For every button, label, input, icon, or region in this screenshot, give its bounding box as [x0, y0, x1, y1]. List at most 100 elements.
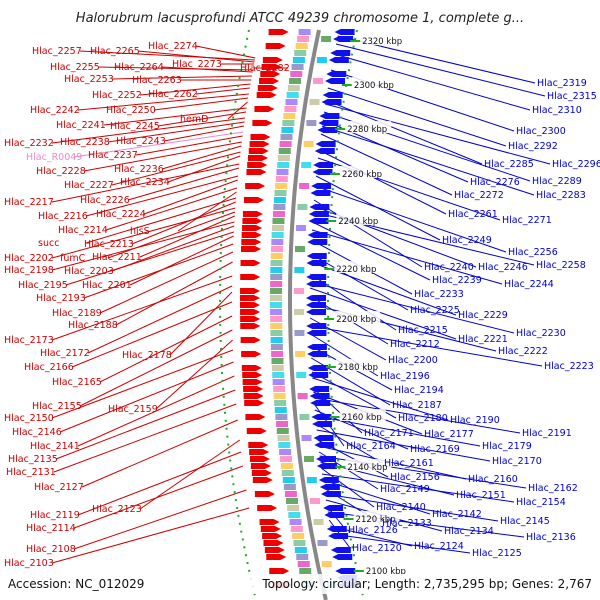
gene-label-right[interactable]: Hlac_2164 — [346, 441, 396, 452]
gene-label-right[interactable]: Hlac_2149 — [380, 484, 430, 495]
gene-label-left[interactable]: Hlac_2265 — [90, 46, 140, 57]
gene-label-right[interactable]: Hlac_2283 — [536, 190, 586, 201]
gene-label-right[interactable]: Hlac_2223 — [544, 361, 594, 372]
gene-label-right[interactable]: Hlac_2300 — [516, 126, 566, 137]
gene-label-right[interactable]: Hlac_2230 — [516, 328, 566, 339]
gene-label-left[interactable]: Hlac_2282 — [240, 63, 290, 74]
gene-label-right[interactable]: Hlac_2190 — [450, 415, 500, 426]
gene-label-left[interactable]: Hlac_2213 — [84, 239, 134, 250]
gene-label-left[interactable]: Hlac_2232 — [4, 138, 54, 149]
gene-label-right[interactable]: Hlac_2292 — [508, 141, 558, 152]
gene-label-right[interactable]: Hlac_2133 — [382, 518, 432, 529]
gene-label-right[interactable]: Hlac_2221 — [458, 334, 508, 345]
gene-label-left[interactable]: Hlac_2114 — [26, 523, 76, 534]
gene-label-left[interactable]: Hlac_2172 — [40, 348, 90, 359]
gene-label-left[interactable]: Hlac_2108 — [26, 544, 76, 555]
gene-label-right[interactable]: Hlac_2315 — [547, 91, 597, 102]
gene-label-left[interactable]: Hlac_R0049 — [26, 152, 82, 163]
gene-label-right[interactable]: Hlac_2179 — [482, 441, 532, 452]
gene-label-right[interactable]: Hlac_2171 — [364, 428, 414, 439]
gene-label-left[interactable]: Hlac_2216 — [38, 211, 88, 222]
gene-label-right[interactable]: Hlac_2134 — [444, 526, 494, 537]
gene-label-left[interactable]: Hlac_2188 — [68, 320, 118, 331]
gene-label-right[interactable]: Hlac_2170 — [492, 456, 542, 467]
gene-label-left[interactable]: Hlac_2203 — [64, 266, 114, 277]
gene-label-left[interactable]: Hlac_2257 — [32, 46, 82, 57]
gene-label-right[interactable]: Hlac_2196 — [380, 371, 430, 382]
gene-label-left[interactable]: Hlac_2135 — [8, 454, 58, 465]
gene-label-right[interactable]: Hlac_2169 — [410, 444, 460, 455]
gene-label-left[interactable]: Hlac_2263 — [132, 75, 182, 86]
gene-label-left[interactable]: Hlac_2227 — [64, 180, 114, 191]
gene-label-left[interactable]: Hlac_2245 — [110, 121, 160, 132]
gene-label-right[interactable]: Hlac_2249 — [442, 235, 492, 246]
gene-label-left[interactable]: Hlac_2150 — [4, 413, 54, 424]
gene-label-left[interactable]: Hlac_2255 — [50, 62, 100, 73]
gene-label-left[interactable]: Hlac_2189 — [52, 308, 102, 319]
gene-label-right[interactable]: Hlac_2145 — [500, 516, 550, 527]
gene-label-left[interactable]: Hlac_2250 — [106, 105, 156, 116]
gene-label-left[interactable]: Hlac_2119 — [30, 510, 80, 521]
gene-label-left[interactable]: Hlac_2146 — [12, 427, 62, 438]
gene-label-left[interactable]: Hlac_2198 — [4, 265, 54, 276]
gene-label-right[interactable]: Hlac_2191 — [522, 428, 572, 439]
gene-label-right[interactable]: Hlac_2239 — [432, 275, 482, 286]
gene-label-left[interactable]: Hlac_2243 — [116, 136, 166, 147]
gene-label-right[interactable]: Hlac_2161 — [384, 458, 434, 469]
gene-label-left[interactable]: Hlac_2173 — [4, 335, 54, 346]
gene-label-right[interactable]: Hlac_2296 — [552, 159, 600, 170]
gene-label-right[interactable]: Hlac_2285 — [484, 159, 534, 170]
gene-label-right[interactable]: Hlac_2151 — [456, 490, 506, 501]
gene-label-left[interactable]: Hlac_2178 — [122, 350, 172, 361]
gene-label-right[interactable]: Hlac_2244 — [504, 279, 554, 290]
gene-label-left[interactable]: Hlac_2238 — [60, 137, 110, 148]
gene-label-left[interactable]: Hlac_2123 — [92, 504, 142, 515]
gene-label-right[interactable]: Hlac_2310 — [532, 105, 582, 116]
gene-label-left[interactable]: Hlac_2242 — [30, 105, 80, 116]
gene-label-right[interactable]: Hlac_2180 — [398, 413, 448, 424]
gene-label-right[interactable]: Hlac_2187 — [392, 400, 442, 411]
gene-label-left[interactable]: Hlac_2273 — [172, 59, 222, 70]
gene-label-right[interactable]: Hlac_2156 — [390, 472, 440, 483]
gene-label-right[interactable]: Hlac_2233 — [414, 289, 464, 300]
gene-label-right[interactable]: Hlac_2271 — [502, 215, 552, 226]
gene-label-left[interactable]: hisS — [130, 226, 150, 237]
gene-label-right[interactable]: Hlac_2289 — [532, 176, 582, 187]
gene-label-left[interactable]: Hlac_2252 — [92, 90, 142, 101]
gene-label-left[interactable]: Hlac_2131 — [6, 467, 56, 478]
gene-label-left[interactable]: Hlac_2193 — [36, 293, 86, 304]
gene-label-right[interactable]: Hlac_2319 — [537, 78, 587, 89]
gene-label-right[interactable]: Hlac_2194 — [394, 385, 444, 396]
gene-label-right[interactable]: Hlac_2276 — [470, 177, 520, 188]
gene-label-right[interactable]: Hlac_2177 — [424, 429, 474, 440]
gene-label-right[interactable]: Hlac_2212 — [390, 339, 440, 350]
gene-label-right[interactable]: Hlac_2240 — [424, 262, 474, 273]
gene-label-left[interactable]: Hlac_2253 — [64, 74, 114, 85]
gene-label-right[interactable]: Hlac_2160 — [468, 474, 518, 485]
gene-label-left[interactable]: Hlac_2217 — [4, 197, 54, 208]
gene-label-left[interactable]: Hlac_2141 — [30, 441, 80, 452]
gene-label-left[interactable]: Hlac_2127 — [34, 482, 84, 493]
gene-label-right[interactable]: Hlac_2136 — [526, 532, 576, 543]
gene-label-right[interactable]: Hlac_2222 — [498, 346, 548, 357]
gene-label-left[interactable]: Hlac_2165 — [52, 377, 102, 388]
gene-label-right[interactable]: Hlac_2120 — [352, 543, 402, 554]
gene-label-left[interactable]: Hlac_2241 — [56, 120, 106, 131]
gene-label-left[interactable]: Hlac_2103 — [4, 558, 54, 569]
gene-label-right[interactable]: Hlac_2200 — [388, 355, 438, 366]
gene-label-right[interactable]: Hlac_2246 — [478, 262, 528, 273]
gene-label-right[interactable]: Hlac_2256 — [508, 247, 558, 258]
gene-label-left[interactable]: Hlac_2274 — [148, 41, 198, 52]
gene-label-right[interactable]: Hlac_2225 — [410, 305, 460, 316]
gene-label-right[interactable]: Hlac_2261 — [448, 209, 498, 220]
gene-label-left[interactable]: Hlac_2237 — [88, 150, 138, 161]
gene-label-left[interactable]: Hlac_2224 — [96, 209, 146, 220]
gene-label-left[interactable]: Hlac_2195 — [18, 280, 68, 291]
gene-label-left[interactable]: Hlac_2211 — [92, 252, 142, 263]
gene-label-right[interactable]: Hlac_2272 — [454, 190, 504, 201]
gene-label-left[interactable]: Hlac_2262 — [148, 89, 198, 100]
gene-label-right[interactable]: Hlac_2154 — [516, 497, 566, 508]
gene-label-left[interactable]: Hlac_2214 — [58, 225, 108, 236]
gene-label-left[interactable]: hemD — [180, 114, 208, 125]
gene-label-right[interactable]: Hlac_2142 — [432, 509, 482, 520]
